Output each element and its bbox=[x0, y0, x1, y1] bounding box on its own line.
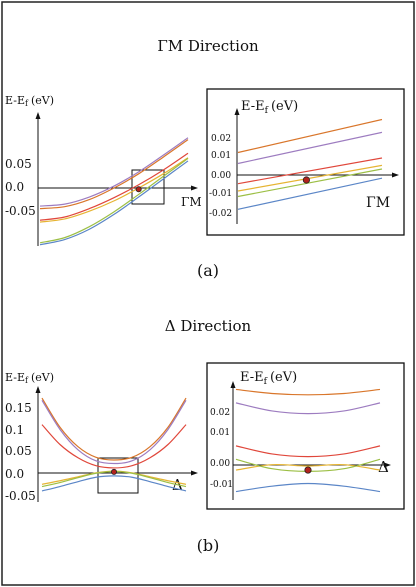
panel-b-band-line-purple bbox=[41, 399, 187, 465]
panel-a-main-axes: E-Ef (eV) ΓM 0.05 0.0 -0.05 bbox=[5, 94, 202, 246]
panel-b-ytick: 0.05 bbox=[5, 444, 32, 458]
panel-b-band-line-red bbox=[41, 424, 187, 469]
panel-a-inset-frame bbox=[206, 88, 405, 236]
panel-a-band-line-red bbox=[39, 152, 189, 221]
panel-b-inset-ylabel: E-Ef (eV) bbox=[240, 370, 297, 387]
panel-a-inset-band-line-blue bbox=[237, 177, 383, 210]
panel-a-inset-band-line-red bbox=[237, 157, 383, 185]
panel-b-crossing-point bbox=[111, 468, 118, 475]
panel-b-ytick: 0.0 bbox=[5, 467, 24, 481]
panel-a-title: ΓM Direction bbox=[157, 37, 259, 55]
panel-b-title: Δ Direction bbox=[165, 317, 252, 335]
panel-a-inset-band-line-green bbox=[237, 168, 383, 198]
panel-a-y-arrow bbox=[35, 112, 41, 119]
panel-b-inset: E-Ef (eV) Δ 0.02 0.01 0.00 -0.01 bbox=[206, 362, 405, 510]
panel-b-inset-frame bbox=[206, 362, 405, 510]
panel-a-ytick: -0.05 bbox=[5, 204, 36, 218]
panel-b-ytick: 0.1 bbox=[5, 423, 24, 437]
panel-a-inset-x-arrow bbox=[392, 172, 399, 178]
panel-b-inset-plot bbox=[235, 388, 381, 493]
panel-a-inset-band-line-orange bbox=[237, 118, 383, 154]
panel-b-ytick: 0.15 bbox=[5, 401, 32, 415]
panel-a-band-line-yellow bbox=[39, 157, 189, 223]
panel-b-inset-ytick: -0.01 bbox=[210, 480, 233, 490]
panel-a-band-line-orange bbox=[39, 139, 189, 210]
panel-a-band-line-green bbox=[39, 157, 189, 244]
panel-a-inset-plot bbox=[237, 118, 383, 210]
panel-a-inset-ytick: -0.02 bbox=[209, 209, 232, 219]
panel-b-inset-y-arrow bbox=[230, 381, 236, 388]
panel-a-inset-band-line-purple bbox=[237, 131, 383, 165]
panel-b-inset-ytick: 0.01 bbox=[210, 428, 230, 438]
panel-a-caption: (a) bbox=[197, 261, 219, 280]
panel-b-inset-band-line-blue bbox=[235, 482, 381, 493]
panel-a-x-arrow bbox=[191, 185, 198, 191]
panel-a-inset-ytick: -0.01 bbox=[209, 189, 232, 199]
panel-a-inset-ytick: 0.02 bbox=[211, 134, 231, 144]
panel-a-inset: E-Ef (eV) ΓM 0.02 0.01 0.00 -0.01 -0.02 bbox=[206, 88, 405, 236]
panel-a-ytick: 0.0 bbox=[5, 180, 24, 194]
panel-a-xlabel: ΓM bbox=[181, 195, 202, 209]
panel-a-inset-ytick: 0.01 bbox=[211, 151, 231, 161]
panel-a-inset-xlabel: ΓM bbox=[366, 195, 390, 211]
panel-b-band-line-blue bbox=[41, 475, 187, 492]
panel-b-x-arrow bbox=[191, 470, 198, 476]
panel-b-y-arrow bbox=[35, 386, 41, 393]
panel-b-inset-xlabel: Δ bbox=[378, 458, 389, 476]
panel-b-inset-band-line-orange bbox=[235, 388, 381, 396]
panel-a-inset-ytick: 0.00 bbox=[211, 171, 231, 181]
panel-a-inset-ylabel: E-Ef (eV) bbox=[241, 99, 298, 116]
panel-a-crossing-point bbox=[135, 186, 142, 193]
panel-b-inset-band-line-red bbox=[235, 445, 381, 458]
panel-a-ytick: 0.05 bbox=[5, 157, 32, 171]
panel-a-zoom-box bbox=[131, 169, 165, 205]
panel-b-caption: (b) bbox=[197, 536, 220, 555]
panel-b-ylabel: E-Ef (eV) bbox=[5, 371, 54, 385]
panel-b-inset-band-line-purple bbox=[235, 402, 381, 415]
panel-b-band-line-orange bbox=[41, 397, 187, 461]
panel-a-band-line-purple bbox=[39, 137, 189, 207]
panel-b-inset-crossing-point bbox=[304, 466, 312, 474]
panel-a-inset-crossing-point bbox=[302, 176, 310, 184]
panel-a-band-line-blue bbox=[39, 160, 189, 246]
panel-b-inset-ytick: 0.00 bbox=[210, 459, 230, 469]
panel-a-inset-band-line-yellow bbox=[237, 164, 383, 192]
panel-b-ytick: -0.05 bbox=[5, 489, 36, 503]
panel-b-main-axes: E-Ef (eV) Δ 0.15 0.1 0.05 0.0 -0.05 bbox=[5, 371, 198, 503]
panel-a-main-plot bbox=[39, 137, 189, 246]
panel-b-main-plot bbox=[41, 397, 187, 492]
panel-b-inset-ytick: 0.02 bbox=[210, 408, 230, 418]
panel-b-inset-x-arrow bbox=[384, 462, 391, 468]
panel-a-ylabel: E-Ef (eV) bbox=[5, 94, 54, 108]
panel-a-inset-y-arrow bbox=[234, 108, 240, 115]
panel-b-zoom-box bbox=[97, 457, 139, 494]
